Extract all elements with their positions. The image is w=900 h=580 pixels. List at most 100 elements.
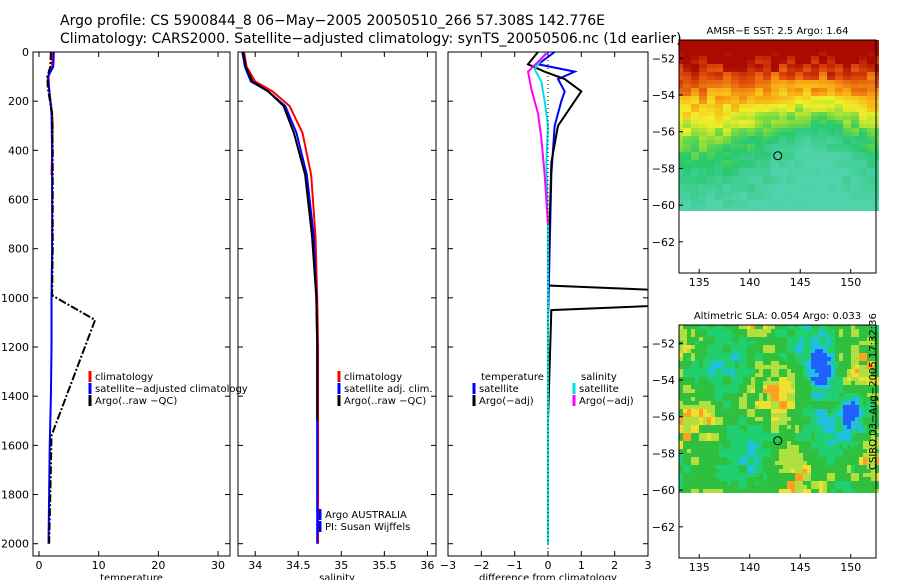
map-cell (747, 116, 751, 120)
map-cell (847, 433, 851, 437)
map-cell (731, 385, 735, 389)
map-cell (743, 60, 747, 64)
map-cell (791, 333, 795, 337)
map-cell (739, 325, 743, 329)
map-cell (795, 84, 799, 88)
map-cell (775, 160, 779, 164)
map-cell (799, 361, 803, 365)
map-cell (711, 172, 715, 176)
map-cell (731, 88, 735, 92)
map-cell (759, 425, 763, 429)
map-cell (867, 84, 871, 88)
map-cell (823, 461, 827, 465)
map-cell (787, 413, 791, 417)
map-cell (795, 148, 799, 152)
map-cell (859, 473, 863, 477)
map-cell (807, 164, 811, 168)
map-cell (863, 104, 867, 108)
map-cell (687, 461, 691, 465)
map-cell (747, 112, 751, 116)
map-cell (835, 341, 839, 345)
map-cell (683, 485, 687, 489)
map-cell (683, 377, 687, 381)
map-cell (811, 60, 815, 64)
map-cell (779, 168, 783, 172)
map-cell (703, 76, 707, 80)
map-cell (779, 329, 783, 333)
map-cell (739, 393, 743, 397)
map-cell (819, 345, 823, 349)
map-cell (835, 445, 839, 449)
map-cell (859, 164, 863, 168)
map-cell (699, 48, 703, 52)
map-cell (791, 473, 795, 477)
map-cell (775, 108, 779, 112)
map-cell (779, 116, 783, 120)
map-cell (703, 417, 707, 421)
map-cell (735, 405, 739, 409)
map-cell (719, 56, 723, 60)
map-cell (767, 156, 771, 160)
map-cell (743, 104, 747, 108)
map-cell (795, 60, 799, 64)
map-cell (875, 425, 879, 429)
map-cell (751, 120, 755, 124)
map-cell (679, 200, 683, 204)
map-cell (747, 329, 751, 333)
map-cell (863, 365, 867, 369)
map-cell (815, 345, 819, 349)
map-cell (735, 353, 739, 357)
map-cell (679, 136, 683, 140)
map-cell (815, 361, 819, 365)
map-cell (755, 184, 759, 188)
map-cell (815, 453, 819, 457)
map-cell (803, 485, 807, 489)
map-cell (735, 180, 739, 184)
map-cell (867, 373, 871, 377)
map-cell (683, 92, 687, 96)
map-cell (751, 337, 755, 341)
map-cell (751, 164, 755, 168)
map-cell (867, 401, 871, 405)
map-cell (835, 156, 839, 160)
map-cell (823, 104, 827, 108)
map-cell (735, 64, 739, 68)
map-cell (707, 397, 711, 401)
map-cell (743, 481, 747, 485)
map-cell (803, 204, 807, 208)
map-cell (707, 469, 711, 473)
map-cell (751, 345, 755, 349)
map-cell (811, 329, 815, 333)
map-cell (707, 485, 711, 489)
map-cell (831, 148, 835, 152)
map-cell (735, 192, 739, 196)
map-cell (755, 188, 759, 192)
map-cell (799, 397, 803, 401)
map-cell (767, 108, 771, 112)
map-cell (711, 84, 715, 88)
map-cell (831, 120, 835, 124)
map-cell (859, 465, 863, 469)
map-cell (727, 365, 731, 369)
map-cell (819, 373, 823, 377)
map-cell (843, 196, 847, 200)
map-cell (699, 357, 703, 361)
map-cell (763, 329, 767, 333)
map-cell (799, 489, 803, 493)
map-cell (763, 160, 767, 164)
map-cell (855, 369, 859, 373)
map-cell (787, 64, 791, 68)
map-cell (719, 325, 723, 329)
map-cell (695, 164, 699, 168)
map-cell (755, 381, 759, 385)
map-cell (739, 365, 743, 369)
map-cell (803, 176, 807, 180)
map-cell (799, 413, 803, 417)
map-cell (711, 365, 715, 369)
map-cell (811, 92, 815, 96)
map-cell (715, 148, 719, 152)
map-cell (707, 473, 711, 477)
map-cell (811, 128, 815, 132)
map-cell (835, 152, 839, 156)
map-cell (827, 44, 831, 48)
